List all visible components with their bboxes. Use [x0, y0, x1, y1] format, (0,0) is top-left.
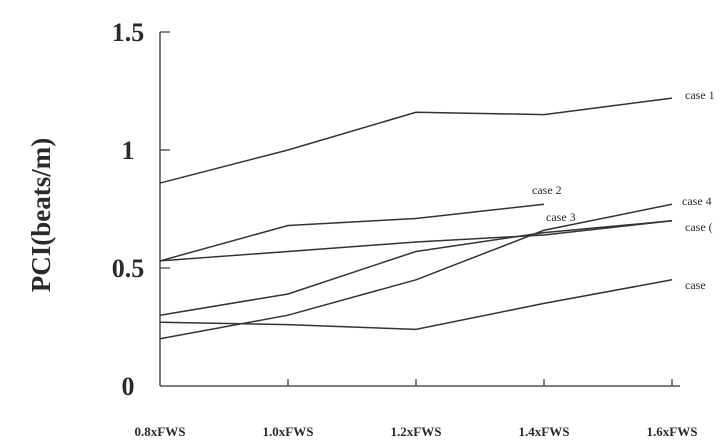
- y-tick-label: 1.5: [112, 18, 145, 47]
- x-tick-label: 1.6xFWS: [647, 424, 698, 439]
- series-line-4: [159, 203, 673, 340]
- y-tick-label: 0: [122, 372, 135, 401]
- x-tick-label: 1.4xFWS: [519, 424, 570, 439]
- series-line-6: [159, 279, 673, 331]
- series-label: case (: [685, 220, 713, 234]
- series-line-3: [159, 220, 673, 316]
- series-label: case 4: [682, 194, 712, 208]
- y-tick-label: 1: [122, 136, 135, 165]
- series-line-1: [159, 97, 673, 184]
- y-tick-label: 0.5: [112, 254, 145, 283]
- series-label: case 3: [546, 210, 576, 224]
- series-label: case 1: [685, 88, 715, 102]
- x-axis-ticks: 0.8xFWS 1.0xFWS 1.2xFWS 1.4xFWS 1.6xFWS: [135, 379, 698, 439]
- series-labels: case 1 case 2 case 3 case 4 case ( case: [532, 88, 715, 292]
- x-tick-label: 0.8xFWS: [135, 424, 186, 439]
- series-line-5: [159, 220, 673, 262]
- y-axis-ticks: 0 0.5 1 1.5: [112, 18, 170, 401]
- series-label: case 2: [532, 183, 562, 197]
- y-axis-label: PCI(beats/m): [26, 138, 56, 292]
- series-label: case: [685, 278, 706, 292]
- chart-axes: [159, 32, 680, 387]
- x-tick-label: 1.2xFWS: [391, 424, 442, 439]
- series-lines: [159, 97, 673, 340]
- series-line-2: [159, 203, 545, 262]
- x-tick-label: 1.0xFWS: [263, 424, 314, 439]
